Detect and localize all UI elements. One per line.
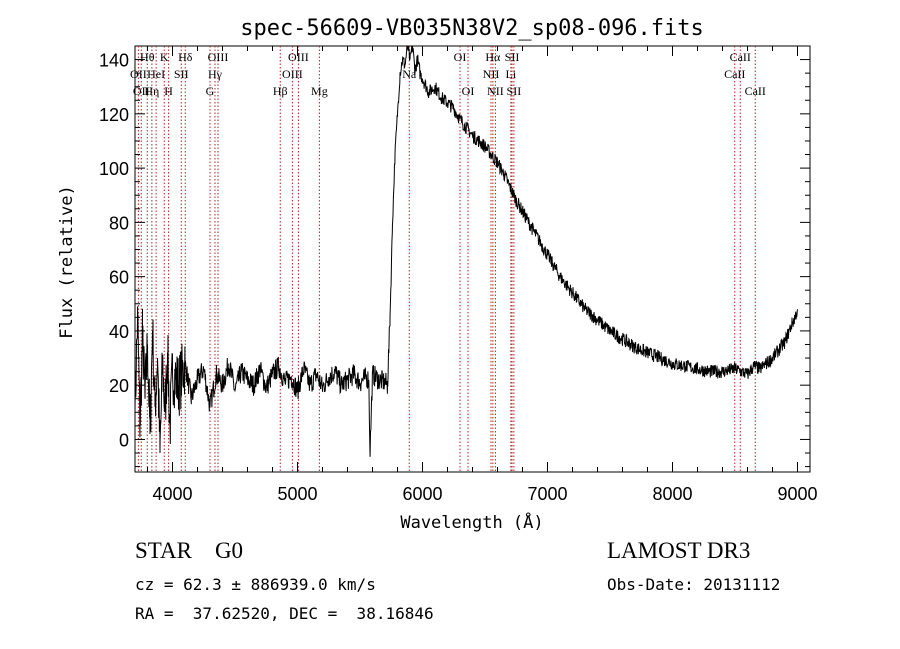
flux-series-line	[135, 46, 798, 457]
y-tick-label: 0	[119, 430, 129, 450]
line-marker-label: CaII	[730, 50, 751, 64]
survey-name: LAMOST DR3	[607, 538, 751, 563]
line-marker-label: K	[160, 50, 169, 64]
x-tick-label: 8000	[652, 484, 692, 504]
object-class: STAR G0	[135, 538, 244, 563]
line-marker-label: NII	[483, 67, 500, 81]
chart-title: spec-56609-VB035N38V2_sp08-096.fits	[240, 16, 704, 41]
x-tick-label: 5000	[277, 484, 317, 504]
line-marker-label: OIII	[288, 50, 309, 64]
line-marker-label: CaII	[745, 84, 766, 98]
obs-date: Obs-Date: 20131112	[607, 575, 781, 594]
line-marker-label: Mg	[311, 84, 328, 98]
line-marker-label: OI	[454, 50, 467, 64]
line-marker-label: SII	[505, 50, 520, 64]
line-marker-label: SII	[174, 67, 189, 81]
line-marker-label: OIII	[282, 67, 303, 81]
x-tick-label: 4000	[152, 484, 192, 504]
y-tick-label: 40	[109, 322, 129, 342]
line-marker-label: SII	[507, 84, 522, 98]
x-tick-label: 6000	[402, 484, 442, 504]
line-marker-label: Na	[402, 67, 417, 81]
y-tick-label: 120	[99, 105, 129, 125]
line-marker-label: OII	[130, 67, 147, 81]
y-tick-label: 100	[99, 159, 129, 179]
axis-ticks	[135, 46, 810, 472]
line-marker-label: Hθ	[140, 50, 155, 64]
line-markers	[137, 46, 756, 472]
x-tick-label: 7000	[527, 484, 567, 504]
line-marker-label: G	[206, 84, 215, 98]
y-axis-label: Flux (relative)	[57, 185, 77, 339]
y-tick-label: 60	[109, 268, 129, 288]
line-marker-label: CaII	[724, 67, 745, 81]
y-tick-label: 140	[99, 51, 129, 71]
y-tick-label: 20	[109, 376, 129, 396]
line-marker-label: H	[164, 84, 173, 98]
line-marker-label: OII	[133, 84, 150, 98]
line-marker-label: OIII	[208, 50, 229, 64]
line-marker-label: Hβ	[273, 84, 288, 98]
line-marker-label: Hη	[144, 84, 159, 98]
line-marker-label: Hδ	[178, 50, 193, 64]
x-axis-label: Wavelength (Å)	[400, 511, 543, 533]
plot-frame	[134, 45, 811, 473]
x-tick-label: 9000	[777, 484, 817, 504]
line-marker-label: OI	[462, 84, 475, 98]
y-tick-label: 80	[109, 213, 129, 233]
coordinates: RA = 37.62520, DEC = 38.16846	[135, 604, 434, 623]
line-marker-label: Hα	[485, 50, 501, 64]
line-marker-label: Li	[506, 67, 517, 81]
line-marker-label: NII	[487, 84, 504, 98]
line-marker-labels: OIIOIIHθHηHeIKHSIIHδGHγOIIIHβOIIIOIIIMgN…	[130, 50, 766, 98]
line-marker-label: Hγ	[208, 67, 223, 81]
axis-tick-labels: 4000 5000 6000 7000 8000 9000 0 20 40 60 80 100 120 1…	[99, 51, 818, 504]
redshift-text: cz = 62.3 ± 886939.0 km/s	[135, 575, 376, 594]
line-marker-label: HeI	[147, 67, 165, 81]
